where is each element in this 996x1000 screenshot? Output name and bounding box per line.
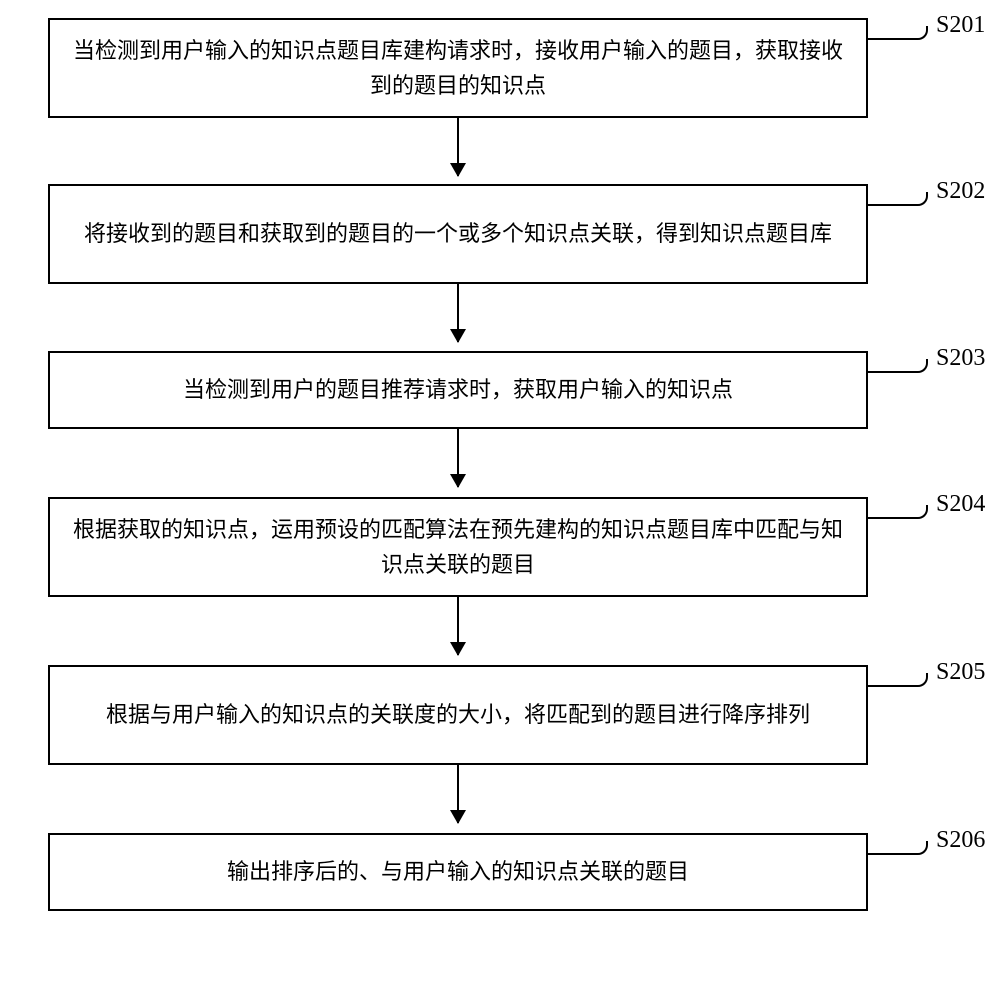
step-label-s201: S201 xyxy=(936,12,985,39)
step-text: 当检测到用户输入的知识点题目库建构请求时，接收用户输入的题目，获取接收到的题目的… xyxy=(70,33,846,103)
label-connector xyxy=(868,192,928,206)
step-box-s205: 根据与用户输入的知识点的关联度的大小，将匹配到的题目进行降序排列 xyxy=(48,665,868,765)
step-text: 将接收到的题目和获取到的题目的一个或多个知识点关联，得到知识点题目库 xyxy=(84,216,832,251)
arrow-down xyxy=(457,597,459,655)
arrow-down xyxy=(457,118,459,176)
label-connector xyxy=(868,359,928,373)
step-label-s202: S202 xyxy=(936,178,985,205)
arrow-down xyxy=(457,765,459,823)
flowchart-canvas: 当检测到用户输入的知识点题目库建构请求时，接收用户输入的题目，获取接收到的题目的… xyxy=(0,0,996,1000)
step-text: 输出排序后的、与用户输入的知识点关联的题目 xyxy=(227,854,689,889)
arrow-down xyxy=(457,429,459,487)
label-connector xyxy=(868,841,928,855)
step-label-s204: S204 xyxy=(936,491,985,518)
arrow-down xyxy=(457,284,459,342)
step-label-s206: S206 xyxy=(936,827,985,854)
step-text: 根据与用户输入的知识点的关联度的大小，将匹配到的题目进行降序排列 xyxy=(106,697,810,732)
step-box-s201: 当检测到用户输入的知识点题目库建构请求时，接收用户输入的题目，获取接收到的题目的… xyxy=(48,18,868,118)
step-box-s203: 当检测到用户的题目推荐请求时，获取用户输入的知识点 xyxy=(48,351,868,429)
step-label-s203: S203 xyxy=(936,345,985,372)
step-label-s205: S205 xyxy=(936,659,985,686)
step-box-s202: 将接收到的题目和获取到的题目的一个或多个知识点关联，得到知识点题目库 xyxy=(48,184,868,284)
step-box-s204: 根据获取的知识点，运用预设的匹配算法在预先建构的知识点题目库中匹配与知识点关联的… xyxy=(48,497,868,597)
step-box-s206: 输出排序后的、与用户输入的知识点关联的题目 xyxy=(48,833,868,911)
label-connector xyxy=(868,505,928,519)
step-text: 当检测到用户的题目推荐请求时，获取用户输入的知识点 xyxy=(183,372,733,407)
label-connector xyxy=(868,673,928,687)
step-text: 根据获取的知识点，运用预设的匹配算法在预先建构的知识点题目库中匹配与知识点关联的… xyxy=(70,512,846,582)
label-connector xyxy=(868,26,928,40)
